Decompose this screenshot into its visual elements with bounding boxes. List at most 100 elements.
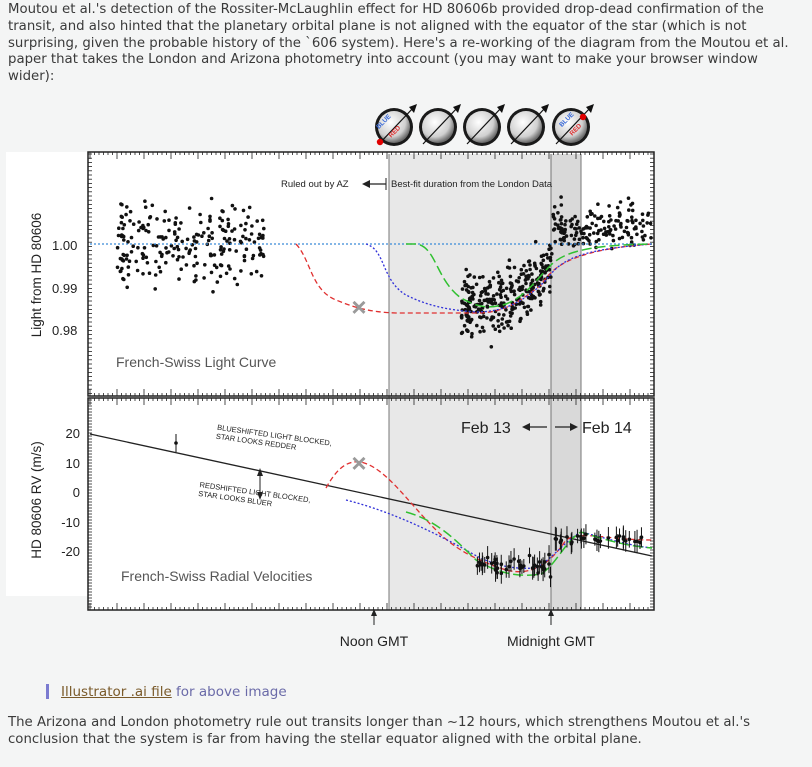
data-point: [552, 217, 557, 221]
data-point: [546, 256, 550, 260]
data-point: [469, 319, 473, 323]
data-point: [260, 218, 265, 223]
data-point: [526, 304, 531, 309]
data-point: [232, 276, 237, 281]
data-point: [607, 230, 611, 234]
data-point: [121, 234, 126, 239]
data-point: [131, 244, 135, 248]
data-point: [142, 246, 147, 250]
data-point: [536, 289, 541, 294]
data-point: [527, 274, 531, 279]
data-point: [477, 275, 482, 280]
data-point: [193, 254, 198, 259]
planet-path: [422, 106, 459, 145]
data-point: [466, 284, 471, 289]
data-point: [193, 246, 198, 251]
planet-path: [555, 106, 592, 145]
planet-path-arrow: [409, 104, 417, 113]
ytick-minus10: -10: [61, 515, 80, 530]
data-point: [549, 275, 553, 279]
data-point: [209, 196, 214, 201]
data-point: [627, 537, 632, 542]
data-point: [541, 289, 545, 293]
data-point: [222, 247, 226, 251]
ytick-10: 10: [66, 456, 80, 471]
data-point: [577, 226, 581, 230]
caption-rest: for above image: [176, 684, 287, 700]
data-point: [230, 203, 235, 208]
data-point: [202, 276, 206, 280]
data-point: [479, 315, 483, 320]
data-point: [524, 269, 529, 273]
data-point: [463, 283, 467, 288]
data-point: [252, 240, 257, 244]
data-point: [559, 242, 564, 246]
data-point: [220, 218, 225, 223]
data-point: [584, 532, 588, 537]
data-point: [509, 326, 513, 330]
data-point: [526, 295, 531, 300]
data-point: [523, 278, 528, 282]
data-point: [512, 557, 516, 561]
data-point: [529, 293, 534, 297]
data-point: [639, 535, 644, 539]
data-point: [619, 225, 623, 229]
data-point: [483, 289, 488, 293]
data-point: [500, 322, 504, 326]
data-point: [164, 260, 168, 265]
data-point: [145, 261, 150, 265]
data-point: [136, 245, 140, 250]
data-point: [629, 240, 634, 244]
data-point: [244, 236, 248, 241]
data-point: [641, 224, 646, 228]
data-point: [462, 323, 467, 328]
data-point: [247, 238, 252, 242]
data-point: [202, 231, 206, 235]
data-point: [174, 216, 178, 220]
data-point: [554, 537, 559, 541]
data-point: [559, 221, 564, 226]
data-point: [548, 290, 552, 294]
data-point: [635, 232, 639, 237]
data-point: [498, 293, 503, 297]
figure-svg: × Ruled out by AZ Best-fit duration from…: [6, 104, 655, 649]
data-point: [563, 222, 567, 227]
data-point: [626, 196, 631, 200]
data-point: [185, 237, 190, 242]
data-point: [589, 212, 593, 217]
data-point: [596, 202, 600, 206]
data-point: [572, 237, 577, 241]
data-point: [211, 290, 215, 294]
illustrator-file-link[interactable]: Illustrator .ai file: [61, 684, 172, 700]
data-point: [134, 259, 138, 264]
data-point: [469, 334, 474, 339]
data-point: [469, 286, 473, 290]
data-point: [520, 565, 524, 569]
data-point: [464, 313, 469, 317]
feb-arrow-left-head: [522, 423, 530, 431]
data-point: [460, 330, 465, 335]
data-point: [144, 255, 149, 260]
data-point: [164, 246, 168, 250]
data-point: [587, 239, 591, 243]
data-point: [630, 208, 635, 213]
caption-bar: [46, 684, 49, 699]
data-point: [618, 200, 623, 204]
data-point: [574, 227, 578, 231]
data-point: [230, 229, 234, 233]
data-point: [242, 254, 247, 259]
data-point: [259, 274, 264, 278]
data-point: [146, 222, 150, 227]
data-point: [221, 228, 226, 233]
data-point: [528, 267, 532, 272]
data-point: [244, 247, 249, 251]
data-point: [124, 212, 128, 217]
data-point: [478, 307, 483, 311]
data-point: [179, 267, 183, 271]
data-point: [611, 238, 616, 243]
data-point: [199, 220, 203, 225]
data-point: [249, 272, 254, 276]
data-point: [122, 277, 126, 282]
data-point: [128, 219, 132, 223]
data-point: [599, 214, 604, 219]
